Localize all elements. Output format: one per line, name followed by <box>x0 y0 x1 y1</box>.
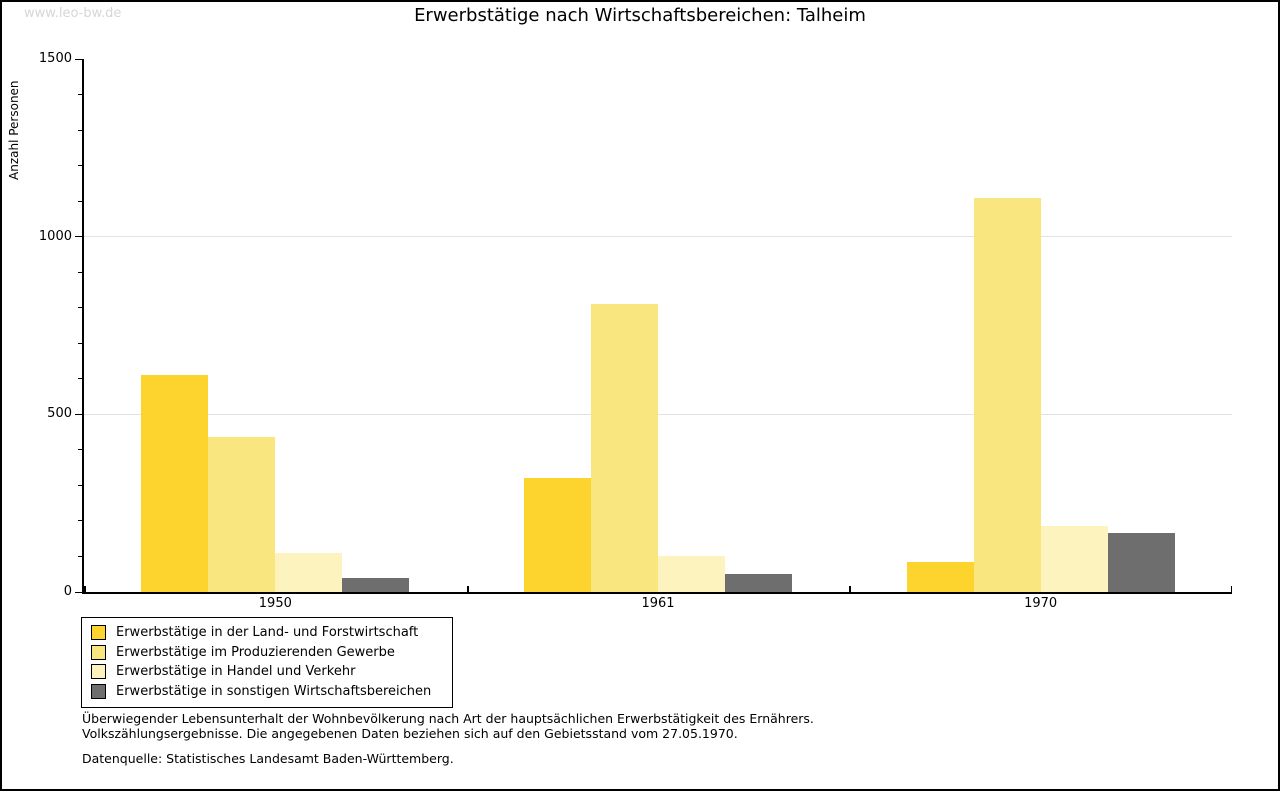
y-minor-tick-200 <box>78 520 82 522</box>
bar-1950-series-2 <box>208 437 276 592</box>
x-boundary-tick-2 <box>849 586 851 592</box>
x-boundary-tick-3 <box>1230 586 1232 592</box>
footnote: Überwiegender Lebensunterhalt der Wohnbe… <box>82 711 814 741</box>
gridline-500 <box>84 413 1232 415</box>
bar-1961-series-3 <box>658 556 725 592</box>
data-source: Datenquelle: Statistisches Landesamt Bad… <box>82 751 454 766</box>
legend-swatch-icon <box>91 625 106 641</box>
legend-label: Erwerbstätige in der Land- und Forstwirt… <box>116 625 419 641</box>
y-minor-tick-800 <box>78 307 82 309</box>
legend-label: Erwerbstätige im Produzierenden Gewerbe <box>116 644 395 660</box>
y-major-tick-1000 <box>75 236 82 238</box>
plot-area: 0 500 1000 1500 <box>39 51 1232 599</box>
legend-row-1: Erwerbstätige in der Land- und Forstwirt… <box>91 623 443 643</box>
x-axis-labels: 1950 1961 1970 <box>84 596 1232 612</box>
y-minor-tick-300 <box>78 484 82 486</box>
y-minor-tick-1300 <box>78 129 82 131</box>
x-label-1970: 1970 <box>1024 596 1058 611</box>
legend-row-2: Erwerbstätige im Produzierenden Gewerbe <box>91 643 443 663</box>
x-boundary-tick-1 <box>467 586 469 592</box>
y-minor-tick-600 <box>78 378 82 380</box>
y-axis-title: Anzahl Personen <box>7 80 21 180</box>
y-minor-tick-1400 <box>78 94 82 96</box>
legend-label: Erwerbstätige in sonstigen Wirtschaftsbe… <box>116 683 432 699</box>
y-minor-tick-700 <box>78 342 82 344</box>
x-label-1950: 1950 <box>258 596 292 611</box>
legend-label: Erwerbstätige in Handel und Verkehr <box>116 664 356 680</box>
y-major-tick-500 <box>75 413 82 415</box>
footnote-line-1: Überwiegender Lebensunterhalt der Wohnbe… <box>82 711 814 726</box>
bar-1970-series-1 <box>906 561 974 592</box>
bar-1961-series-1 <box>524 478 591 592</box>
bar-1970-series-2 <box>973 197 1041 592</box>
legend: Erwerbstätige in der Land- und Forstwirt… <box>81 617 453 708</box>
y-tick-label-0: 0 <box>63 584 72 599</box>
bar-1950-series-3 <box>275 552 343 592</box>
gridline-1000 <box>84 236 1232 238</box>
y-major-tick-0 <box>75 591 82 593</box>
legend-swatch-icon <box>91 664 106 680</box>
y-major-tick-1500 <box>75 58 82 60</box>
bar-1970-series-3 <box>1040 526 1108 592</box>
y-minor-tick-900 <box>78 271 82 273</box>
y-minor-tick-1200 <box>78 165 82 167</box>
y-minor-tick-400 <box>78 449 82 451</box>
legend-swatch-icon <box>91 683 106 699</box>
x-boundary-tick-0 <box>84 586 86 592</box>
chart-title: Erwerbstätige nach Wirtschaftsbereichen:… <box>414 5 866 26</box>
watermark: www.leo-bw.de <box>24 6 122 21</box>
y-minor-tick-1100 <box>78 200 82 202</box>
footnote-line-2: Volkszählungsergebnisse. Die angegebenen… <box>82 726 738 741</box>
bar-1950-series-4 <box>342 577 410 592</box>
y-tick-label-1500: 1500 <box>38 51 72 66</box>
bar-1961-series-4 <box>725 574 792 592</box>
x-label-1961: 1961 <box>641 596 675 611</box>
legend-row-4: Erwerbstätige in sonstigen Wirtschaftsbe… <box>91 682 443 702</box>
y-tick-label-1000: 1000 <box>38 228 72 244</box>
bar-1970-series-4 <box>1107 533 1175 592</box>
bar-1950-series-1 <box>141 375 209 592</box>
bar-1961-series-2 <box>591 304 658 592</box>
y-tick-label-500: 500 <box>47 406 72 422</box>
legend-row-3: Erwerbstätige in Handel und Verkehr <box>91 662 443 682</box>
y-minor-tick-100 <box>78 555 82 557</box>
legend-swatch-icon <box>91 644 106 660</box>
